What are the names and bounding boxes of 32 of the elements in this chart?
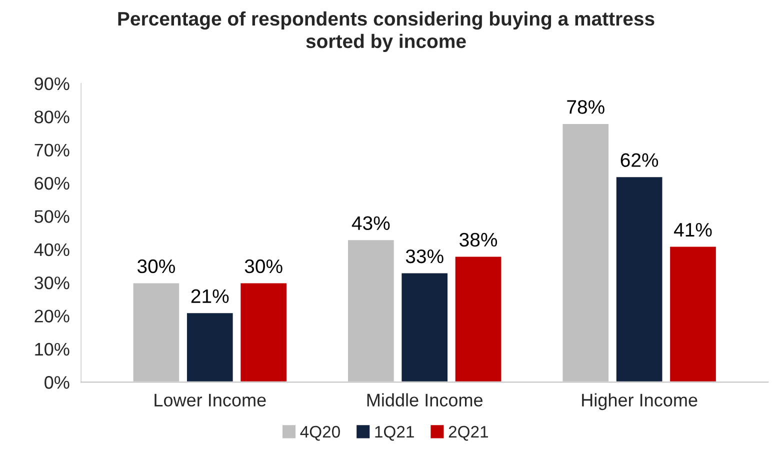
- data-label: 21%: [191, 289, 229, 303]
- legend-label: 2Q21: [448, 426, 488, 441]
- chart-title: Percentage of respondents considering buying a mattress sorted by income: [118, 11, 654, 52]
- data-label: 78%: [567, 100, 604, 114]
- x-tick-label: Higher Income: [582, 393, 698, 410]
- data-label: 33%: [406, 249, 444, 264]
- y-tick-label: 0%: [44, 376, 70, 389]
- bar: [454, 255, 503, 382]
- bar: [239, 282, 288, 382]
- data-label: 41%: [674, 222, 712, 237]
- x-tick-label: Middle Income: [367, 393, 483, 406]
- y-tick-label: 30%: [34, 276, 70, 290]
- bar: [400, 272, 449, 382]
- data-label: 30%: [137, 259, 175, 274]
- legend-label: 1Q21: [375, 426, 414, 441]
- x-tick-label: Lower Income: [154, 394, 266, 406]
- legend-label: 4Q20: [300, 426, 340, 441]
- data-label: 62%: [620, 153, 658, 167]
- y-tick-label: 70%: [34, 144, 70, 157]
- data-label: 43%: [352, 216, 390, 230]
- bar: [186, 312, 234, 382]
- y-tick-label: 60%: [34, 176, 70, 190]
- data-label: 30%: [244, 259, 282, 274]
- data-label: 38%: [460, 232, 498, 247]
- bar: [615, 176, 664, 382]
- y-tick-label: 20%: [34, 310, 70, 322]
- bar: [668, 245, 718, 382]
- y-tick-label: 50%: [34, 210, 70, 223]
- y-tick-label: 40%: [34, 243, 70, 256]
- y-tick-label: 80%: [34, 110, 70, 124]
- y-tick-label: 90%: [34, 77, 70, 90]
- y-tick-label: 10%: [35, 342, 70, 356]
